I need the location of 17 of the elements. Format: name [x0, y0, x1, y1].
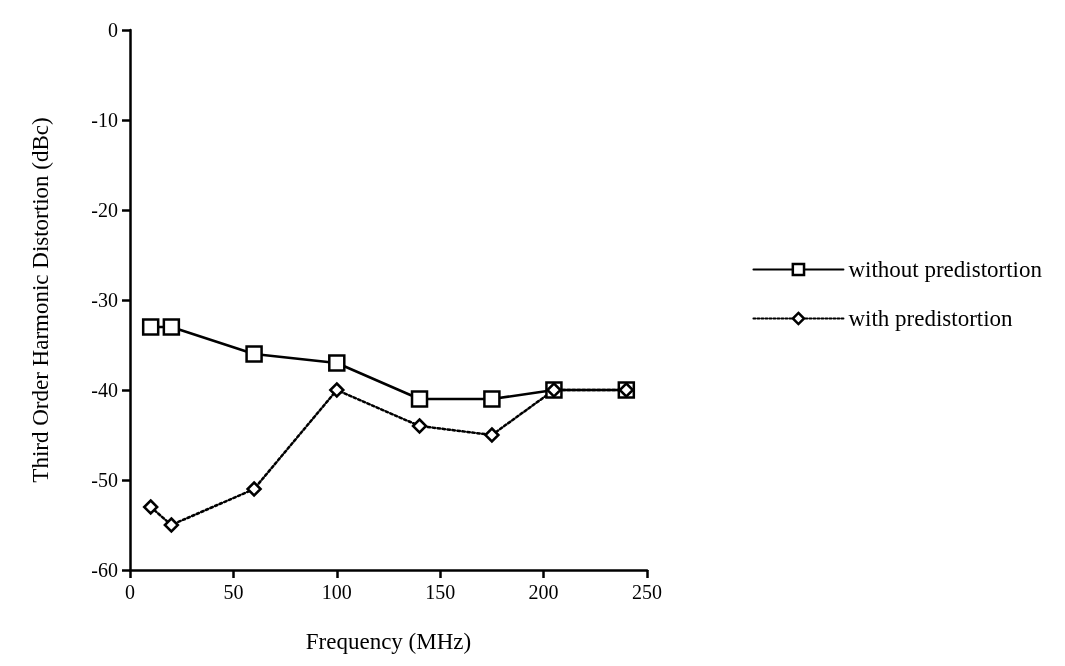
y-axis-title: Third Order Harmonic Distortion (dBc)	[28, 117, 53, 483]
legend-label: without predistortion	[848, 257, 1043, 282]
x-tick-label: 150	[425, 581, 456, 603]
y-tick-label: -20	[91, 199, 118, 221]
x-tick-label: 50	[223, 581, 244, 603]
y-tick-label: -30	[91, 289, 118, 311]
x-axis-title: Frequency (MHz)	[305, 629, 472, 654]
y-tick-label: -10	[91, 109, 118, 131]
y-tick-label: 0	[108, 19, 118, 41]
y-tick-label: -50	[91, 469, 118, 491]
legend-label: with predistortion	[848, 306, 1014, 331]
y-tick-label: -60	[91, 559, 118, 581]
x-tick-label: 250	[632, 581, 662, 603]
x-tick-label: 0	[125, 581, 135, 603]
x-tick-label: 100	[321, 581, 352, 603]
x-tick-label: 200	[528, 581, 559, 603]
y-tick-label: -40	[91, 379, 118, 401]
